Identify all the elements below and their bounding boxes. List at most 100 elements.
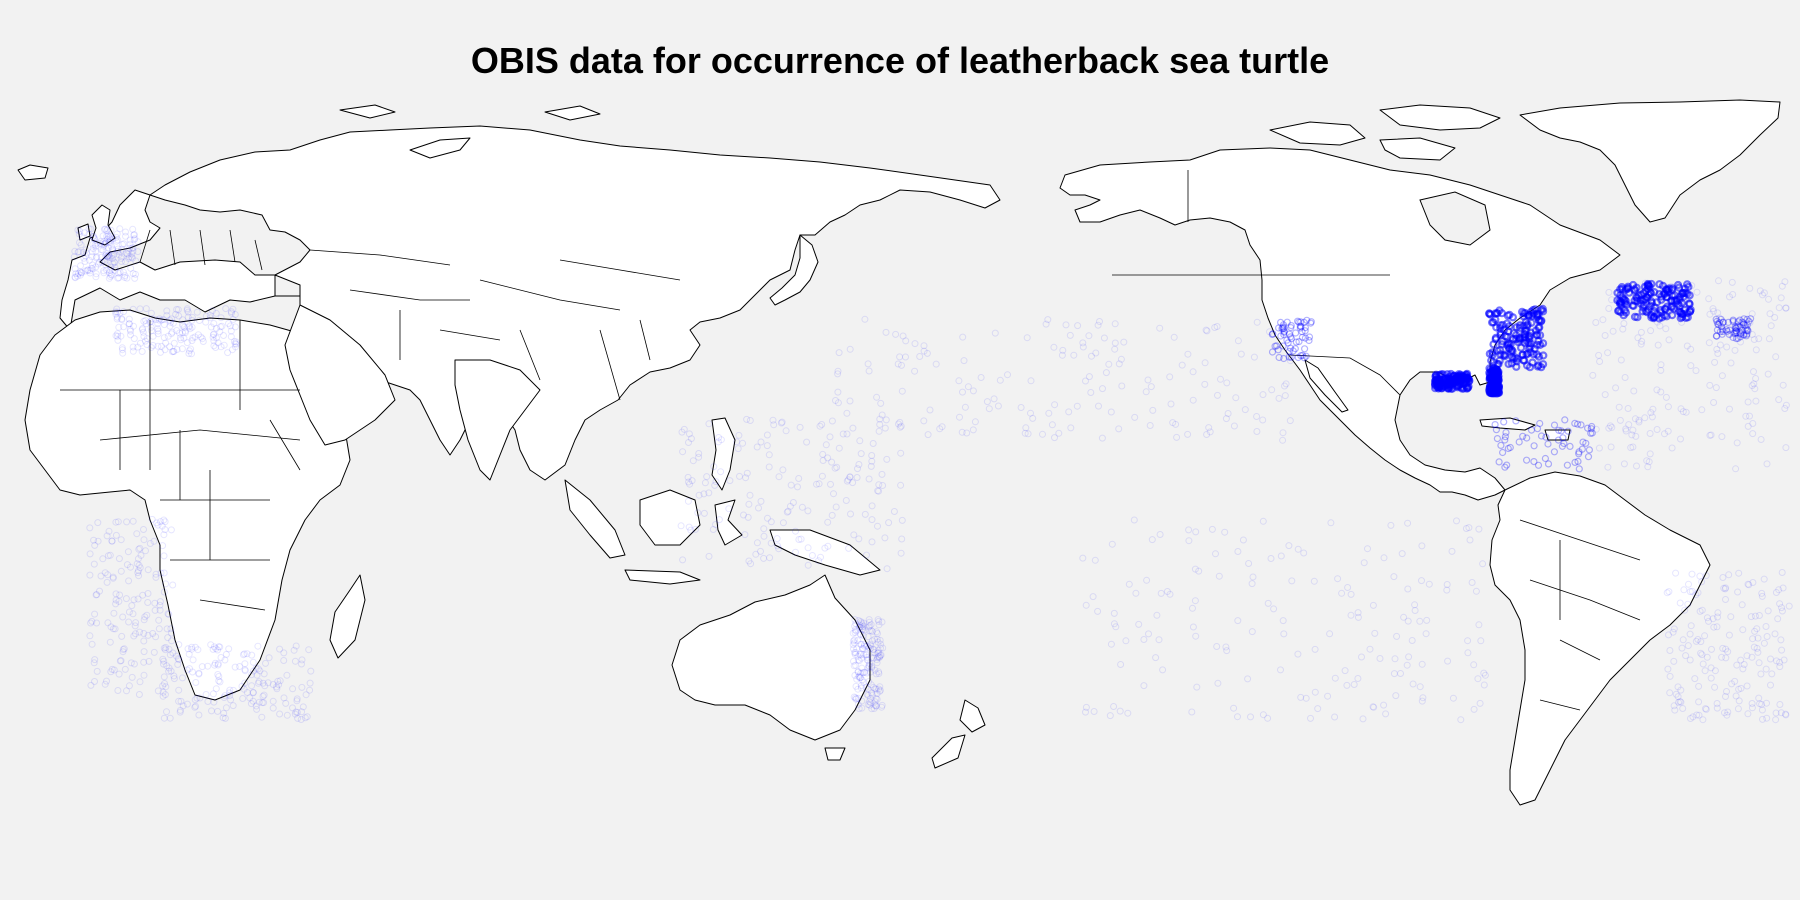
occurrence-point-west-africa [132,619,140,627]
occurrence-point-east-australia [856,623,864,631]
occurrence-point-indo-west-pacific [883,455,891,463]
occurrence-point-north-atlantic-open [1731,346,1739,354]
occurrence-point-west-africa [165,645,173,653]
occurrence-point-north-atlantic-east-canada [1679,288,1688,298]
occurrence-point-us-west-coast [1280,354,1288,363]
occurrence-point-southern-africa [226,692,234,700]
occurrence-point-east-australia [856,650,864,658]
occurrence-point-indo-west-pacific [715,516,723,524]
occurrence-point-indo-west-pacific [695,453,703,461]
occurrence-point-caribbean [1506,443,1514,452]
occurrence-point-southern-africa [241,666,249,674]
occurrence-point-south-pacific-tracks [1347,611,1355,619]
occurrence-point-south-atlantic-brazil [1737,656,1745,664]
occurrence-point-mediterranean [188,337,196,345]
occurrence-point-mediterranean [118,316,126,324]
occurrence-point-north-pacific-tracks [1042,320,1050,328]
occurrence-point-south-atlantic-brazil [1663,589,1671,597]
occurrence-point-north-pacific-tracks [1087,389,1095,396]
occurrence-point-indo-west-pacific [875,427,883,435]
occurrence-point-southern-africa [258,713,266,721]
occurrence-point-north-atlantic-open [1643,304,1651,312]
occurrence-point-west-africa [90,536,98,544]
occurrence-point-north-sea-uk [122,232,129,240]
occurrence-point-south-pacific-tracks [1191,597,1199,605]
occurrence-point-east-australia [860,641,868,648]
occurrence-point-west-africa [151,599,159,607]
occurrence-point-south-atlantic-brazil [1695,698,1703,706]
occurrence-point-north-pacific-tracks [1045,409,1053,417]
occurrence-point-south-atlantic-brazil [1778,604,1785,612]
occurrence-point-north-atlantic-east-canada [1685,307,1695,316]
occurrence-point-north-pacific-tracks [1281,392,1289,400]
occurrence-point-us-west-coast [1276,318,1285,326]
occurrence-point-north-atlantic-open [1633,462,1640,470]
occurrence-point-north-atlantic-open [1619,325,1627,333]
occurrence-point-north-sea-uk [111,266,119,274]
occurrence-point-north-atlantic-open [1698,406,1706,414]
occurrence-point-north-atlantic-open [1727,330,1735,338]
occurrence-point-north-pacific-tracks [1275,394,1283,402]
occurrence-point-us-east-coast [1503,311,1512,320]
occurrence-point-us-west-coast [1279,325,1287,333]
occurrence-point-east-australia [857,684,865,692]
occurrence-point-west-africa [119,646,127,653]
occurrence-point-indo-west-pacific [766,554,774,562]
occurrence-point-mediterranean [174,306,182,314]
occurrence-point-southern-africa [280,694,288,702]
occurrence-point-caribbean [1573,420,1582,428]
occurrence-point-north-atlantic-open [1646,450,1654,458]
occurrence-point-south-atlantic-brazil [1702,705,1709,713]
occurrence-point-north-atlantic-east-canada [1678,310,1688,319]
occurrence-point-south-atlantic-brazil [1710,623,1718,631]
occurrence-point-mediterranean [163,312,171,319]
occurrence-point-southern-africa [160,657,168,665]
occurrence-point-north-atlantic-open [1729,291,1737,298]
occurrence-point-north-atlantic-open [1752,397,1760,405]
occurrence-point-southern-africa [249,688,257,696]
occurrence-point-north-sea-uk [109,235,117,243]
occurrence-point-mid-atlantic [1745,317,1753,325]
occurrence-point-us-west-coast [1296,324,1304,332]
occurrence-point-south-atlantic-brazil [1719,644,1727,652]
occurrence-point-south-atlantic-brazil [1776,701,1784,708]
occurrence-point-west-africa [88,640,96,648]
occurrence-point-west-africa [91,610,99,618]
occurrence-point-north-pacific-tracks [864,360,872,368]
occurrence-point-north-atlantic-open [1755,335,1763,343]
occurrence-point-north-sea-uk [104,251,112,259]
occurrence-point-mediterranean [199,338,207,345]
occurrence-point-mid-atlantic [1714,321,1723,329]
occurrence-point-mediterranean [167,330,175,338]
occurrence-point-east-australia [851,650,859,658]
occurrence-point-south-pacific-tracks [1462,525,1470,532]
occurrence-point-caribbean [1588,429,1596,437]
occurrence-point-us-west-coast [1274,346,1282,354]
occurrence-point-south-pacific-tracks [1403,661,1411,669]
occurrence-point-south-pacific-tracks [1153,611,1161,619]
occurrence-point-southern-africa [219,714,227,722]
occurrence-point-north-atlantic-open [1606,422,1614,430]
occurrence-point-north-pacific-tracks [969,426,977,434]
occurrence-point-west-africa [103,532,111,540]
occurrence-point-southern-africa [192,702,200,710]
occurrence-point-north-sea-uk [100,238,108,246]
occurrence-point-southern-africa [198,663,206,671]
occurrence-point-south-pacific-tracks [1387,521,1395,529]
occurrence-point-south-atlantic-brazil [1698,651,1706,659]
occurrence-point-caribbean [1571,419,1579,427]
occurrence-point-us-east-coast [1526,342,1535,351]
occurrence-point-west-africa [112,531,120,539]
hudson-bay [1419,191,1491,246]
occurrence-point-indo-west-pacific [821,544,829,552]
occurrence-point-north-pacific-tracks [961,403,969,411]
occurrence-point-mid-atlantic [1742,332,1751,340]
occurrence-point-indo-west-pacific [745,557,753,565]
occurrence-point-east-australia [854,701,862,708]
occurrence-point-north-atlantic-open [1620,320,1628,327]
occurrence-point-caribbean [1583,424,1592,432]
occurrence-point-north-sea-uk [101,258,109,265]
occurrence-point-east-australia [854,637,862,645]
occurrence-point-north-pacific-tracks [1092,349,1100,357]
occurrence-point-south-atlantic-brazil [1696,572,1704,580]
